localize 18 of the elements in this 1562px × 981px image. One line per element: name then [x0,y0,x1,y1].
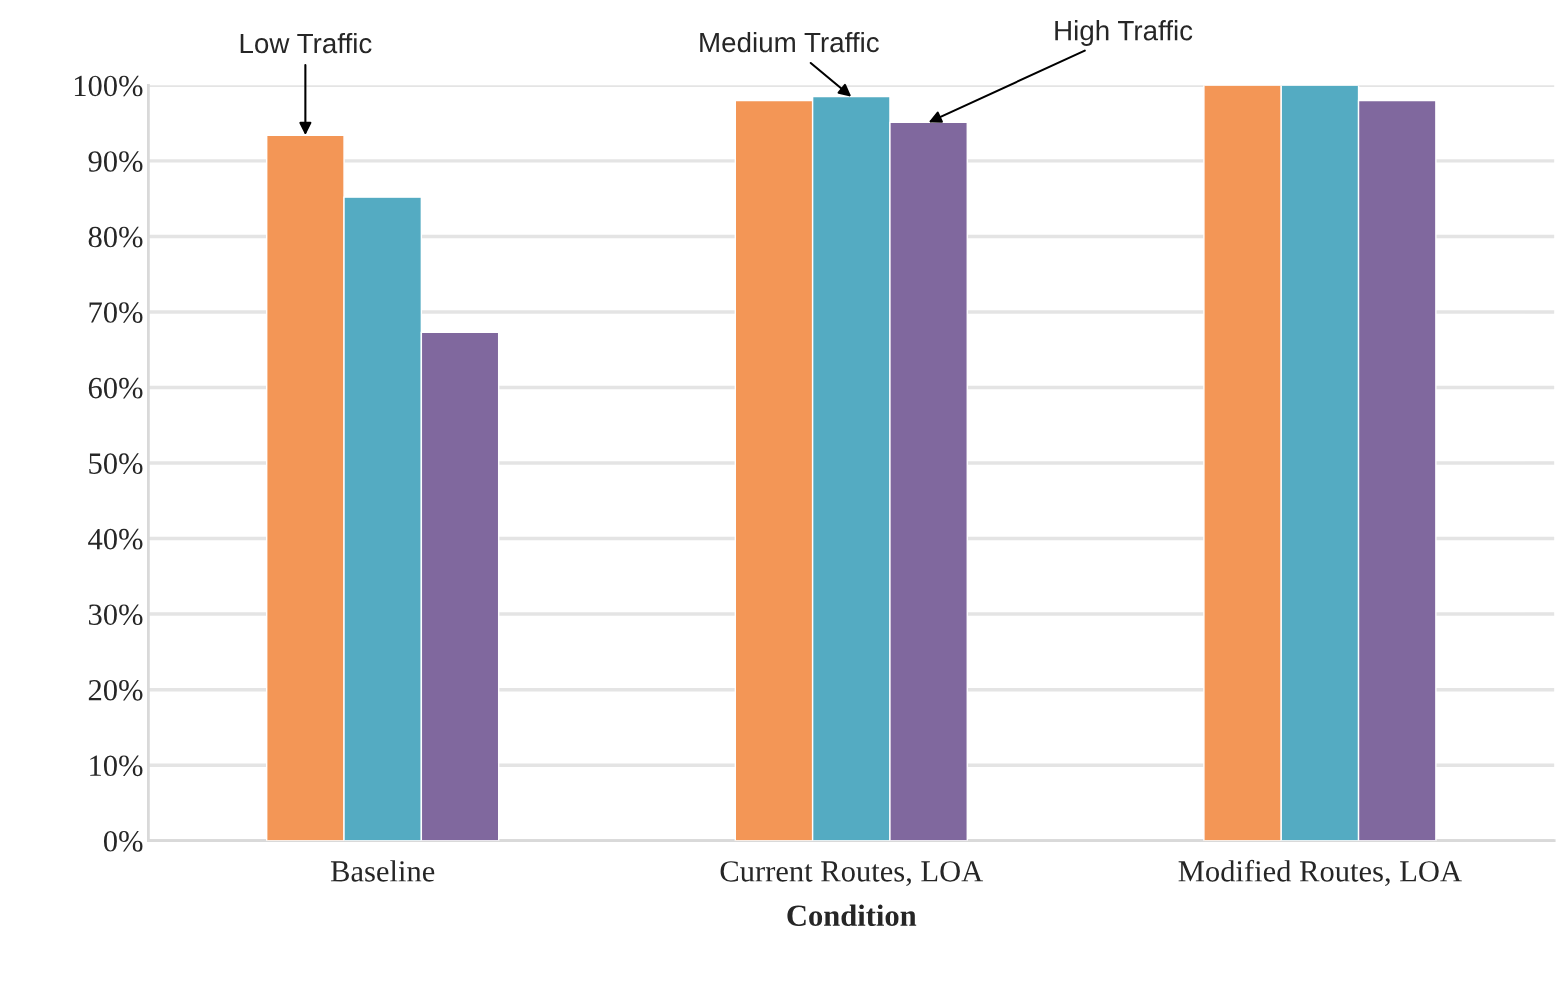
x-tick-label: Current Routes, LOA [720,861,984,887]
x-tick-label: Modified Routes, LOA [1178,859,1462,887]
x-axis-title: Condition [787,904,917,927]
y-tick-label: 90% [88,151,143,172]
y-tick-label: 80% [88,226,143,248]
y-tick-label: 100% [74,75,143,97]
y-tick-label: 40% [88,528,143,550]
x-tick-label: Baseline [330,860,435,882]
y-tick-label: 20% [88,679,143,701]
y-tick-label: 0% [103,831,143,852]
series-label: Medium Traffic [700,31,879,53]
y-tick-label: 10% [90,755,143,777]
y-tick-label: 30% [88,604,143,626]
y-tick-label: 60% [88,377,143,399]
y-tick-label: 70% [89,302,143,323]
text: Low Traffic [240,32,372,54]
y-tick-label: 50% [89,453,143,475]
text: High Traffic [1055,20,1193,46]
